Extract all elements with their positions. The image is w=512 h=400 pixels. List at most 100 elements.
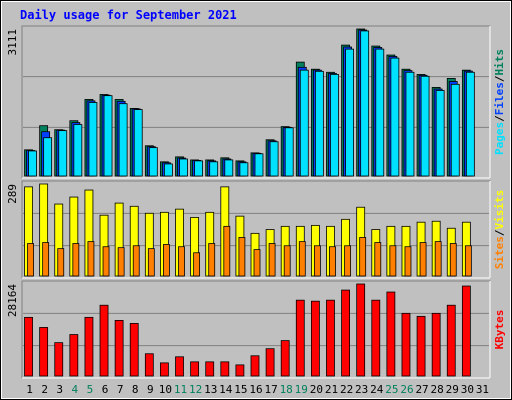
bar — [465, 71, 475, 177]
bar — [313, 245, 321, 277]
x-tick-label: 10 — [159, 383, 172, 396]
legend: Pages/Files/Hits — [493, 49, 506, 155]
x-tick-label: 2 — [41, 383, 48, 396]
x-tick-label: 12 — [189, 383, 202, 396]
bar — [253, 249, 261, 277]
bar — [87, 241, 95, 277]
bar — [464, 245, 472, 277]
bar — [102, 246, 110, 277]
x-tick-label: 4 — [72, 383, 79, 396]
bar — [254, 153, 264, 177]
bar — [190, 361, 200, 377]
legend-entry: Hits — [493, 49, 506, 76]
y-tick-label: 3111 — [6, 29, 19, 56]
bar — [434, 241, 442, 277]
bar — [209, 161, 219, 177]
bar — [148, 147, 158, 177]
x-tick-label: 23 — [355, 383, 368, 396]
x-tick-label: 15 — [234, 383, 247, 396]
bar — [344, 245, 351, 277]
bar — [205, 361, 215, 377]
bar — [310, 300, 320, 377]
bar — [224, 159, 234, 177]
bar — [220, 361, 230, 377]
bar — [345, 48, 354, 177]
bar — [356, 283, 366, 377]
bar — [359, 237, 367, 277]
bar — [58, 130, 68, 177]
bar — [72, 243, 80, 277]
bar — [314, 70, 324, 177]
x-tick-label: 31 — [476, 383, 489, 396]
bar — [446, 304, 456, 377]
x-tick-label: 5 — [87, 383, 94, 396]
x-tick-label: 18 — [280, 383, 293, 396]
bar — [144, 353, 154, 377]
x-tick-label: 27 — [415, 383, 428, 396]
bar — [265, 348, 275, 377]
bar — [42, 242, 50, 277]
chart-title: Daily usage for September 2021 — [20, 8, 237, 22]
bar — [24, 316, 33, 377]
x-tick-label: 1 — [26, 383, 33, 396]
bar — [84, 316, 94, 377]
legend-entry: Visits — [493, 190, 506, 230]
bar — [43, 137, 53, 177]
bar — [163, 244, 170, 277]
legend-entry: Sites — [493, 236, 506, 269]
legend-separator: / — [493, 115, 506, 122]
bar — [295, 299, 305, 377]
bar — [132, 245, 140, 277]
bar — [39, 327, 49, 377]
bar — [147, 248, 155, 277]
bar — [238, 237, 246, 277]
x-tick-label: 20 — [310, 383, 323, 396]
bar — [175, 356, 184, 377]
legend: KBytes — [493, 310, 506, 350]
bar — [405, 71, 415, 177]
bar — [118, 103, 128, 177]
x-tick-label: 29 — [446, 383, 459, 396]
bar — [208, 243, 216, 277]
bar — [114, 320, 124, 377]
legend-separator: / — [493, 75, 506, 82]
bar — [449, 243, 457, 277]
bar — [360, 30, 370, 177]
bar — [390, 57, 400, 177]
x-tick-label: 19 — [295, 383, 308, 396]
x-tick-label: 7 — [117, 383, 124, 396]
bar — [298, 241, 306, 277]
x-tick-label: 9 — [147, 383, 154, 396]
x-tick-label: 3 — [56, 383, 63, 396]
bar — [419, 242, 427, 277]
legend-separator: / — [493, 229, 506, 236]
bar — [164, 163, 173, 177]
x-tick-label: 14 — [219, 383, 233, 396]
bar — [117, 247, 125, 277]
bar — [371, 299, 381, 377]
bar — [178, 246, 185, 277]
legend-entry: KBytes — [493, 310, 506, 350]
bar — [461, 285, 471, 377]
bar — [133, 109, 143, 177]
bar — [73, 124, 83, 177]
bar — [88, 102, 98, 177]
bar — [435, 90, 445, 177]
bar — [54, 342, 64, 377]
legend-entry: Files — [493, 82, 506, 115]
bar — [160, 362, 169, 377]
bar — [375, 48, 385, 177]
x-tick-label: 30 — [461, 383, 474, 396]
bar — [179, 158, 188, 177]
bar — [326, 299, 335, 377]
bar — [416, 315, 426, 377]
bar — [28, 150, 37, 177]
bar — [194, 160, 204, 177]
x-tick-label: 21 — [325, 383, 338, 396]
x-tick-label: 13 — [204, 383, 217, 396]
bar — [420, 75, 430, 177]
bar — [268, 243, 276, 277]
bar — [330, 74, 339, 177]
bar — [341, 289, 350, 377]
